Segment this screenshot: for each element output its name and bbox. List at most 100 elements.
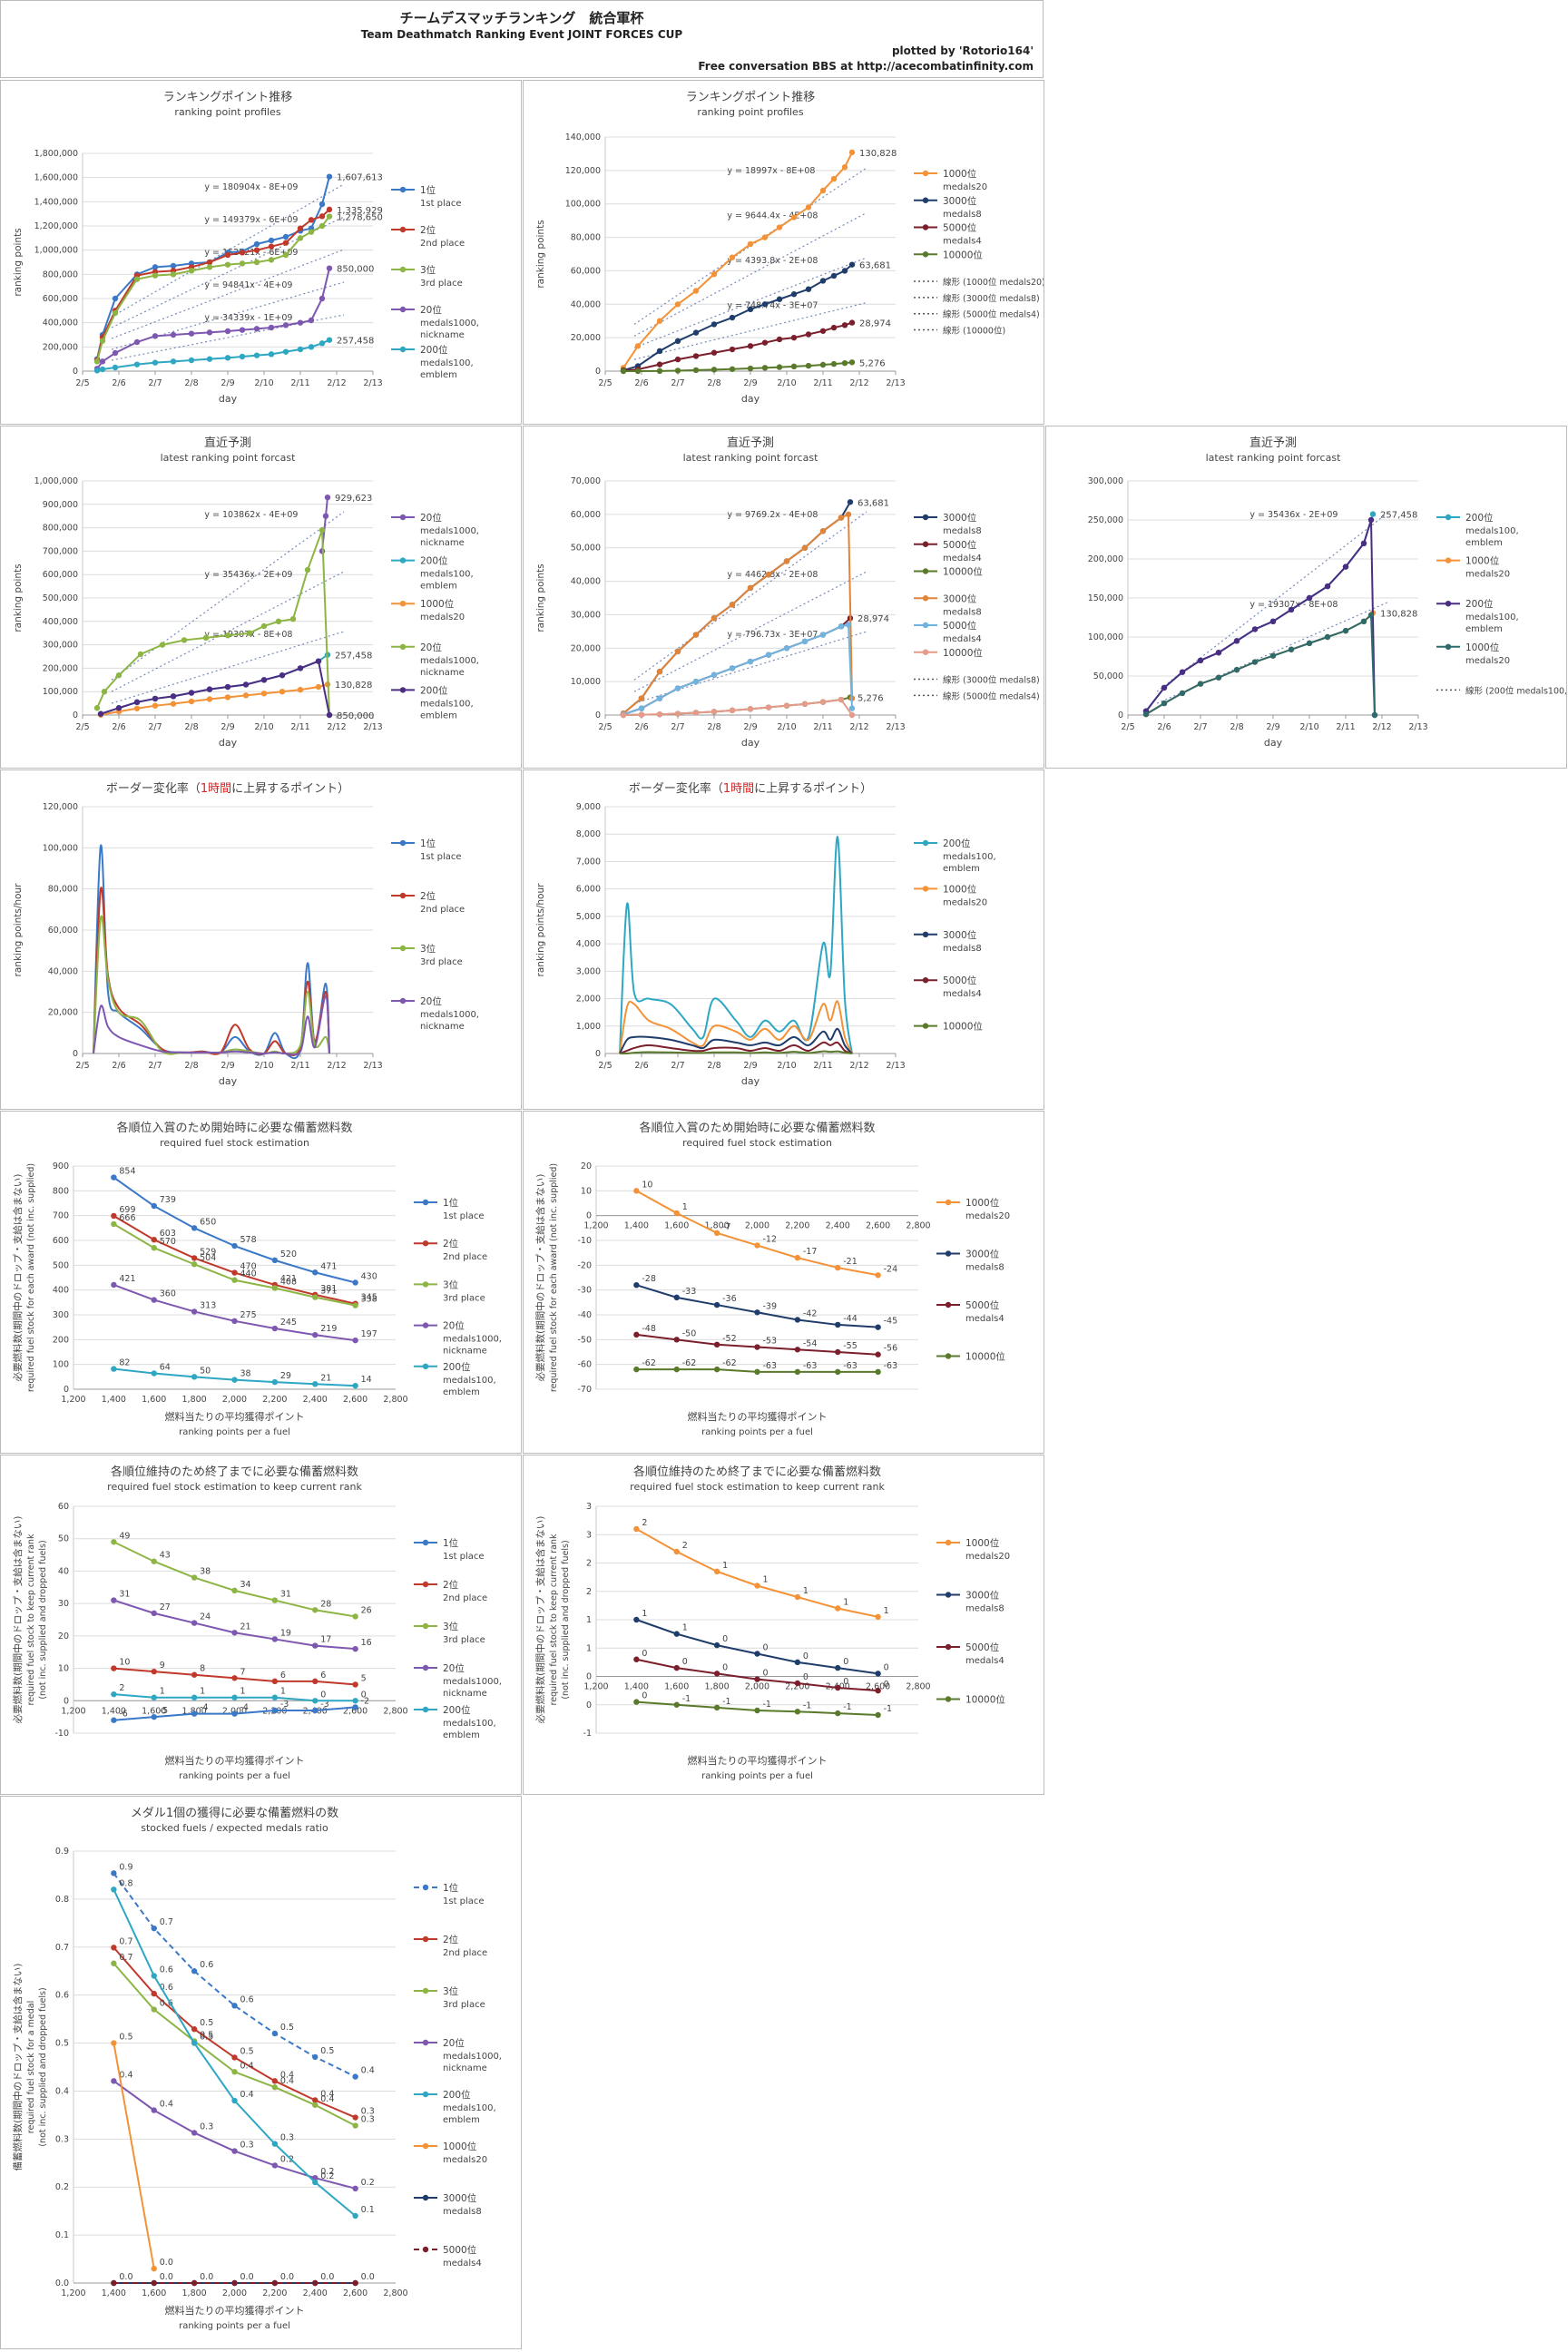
chart-title: ランキングポイント推移: [163, 91, 293, 104]
data-label: 6: [320, 1671, 326, 1681]
data-point: [790, 214, 798, 220]
x-tick-label: 1,200: [61, 1706, 85, 1716]
data-point: [656, 318, 663, 324]
legend-label: 5000位: [965, 1299, 1000, 1311]
x-tick-label: 2/12: [327, 722, 346, 732]
data-label: 16: [361, 1638, 372, 1648]
y-axis-title: 備蓄燃料数(期間中のドロップ・支給は含まない): [12, 1964, 24, 2171]
y-tick-label: 400,000: [43, 617, 78, 627]
data-label: 0: [884, 1662, 889, 1672]
data-point: [794, 1347, 801, 1353]
legend-label: 3000位: [965, 1249, 1000, 1260]
series-line: [113, 1541, 356, 1618]
y-tick-label: 120,000: [565, 166, 601, 176]
data-point: [206, 264, 213, 270]
data-point: [304, 566, 311, 573]
legend-marker: [922, 595, 929, 602]
legend-label-sub: 1st place: [443, 1896, 485, 1906]
data-point: [99, 358, 106, 365]
chart-subtitle: required fuel stock estimation: [160, 1137, 309, 1149]
data-point: [848, 359, 856, 366]
data-label: 408: [280, 1277, 297, 1287]
y-tick-label: 3: [586, 1530, 592, 1540]
legend-label: 200位: [1465, 512, 1494, 524]
legend-label: 1000位: [443, 2141, 477, 2152]
data-point: [352, 2279, 358, 2287]
chart-panel-2: ランキングポイント推移 ranking point profiles 0 20,000…: [523, 80, 1044, 425]
data-point: [1233, 638, 1240, 644]
data-point: [713, 1341, 720, 1348]
legend-label: 線形 (3000位 medals8): [943, 675, 1040, 686]
x-tick-label: 2/6: [634, 722, 648, 732]
legend-label-sub: medals1000,: [443, 1677, 502, 1687]
y-axis-title: ranking points/hour: [13, 883, 24, 977]
data-point: [239, 327, 246, 333]
data-point: [1142, 710, 1150, 718]
data-point: [819, 528, 827, 534]
data-point: [1288, 606, 1295, 613]
data-point: [761, 365, 769, 371]
data-point: [1367, 612, 1375, 619]
data-point: [713, 1704, 720, 1711]
data-point: [838, 696, 845, 703]
legend-label: 200位: [443, 2089, 471, 2101]
data-point: [673, 1631, 680, 1637]
y-tick-label: 0.8: [55, 1895, 69, 1905]
data-point: [1161, 700, 1168, 707]
data-point: [692, 367, 700, 374]
y-tick-label: 40,000: [571, 299, 601, 309]
data-point: [794, 1680, 801, 1687]
data-point: [710, 709, 718, 715]
chart-title-highlight: 1時間: [201, 782, 231, 796]
legend-label: 200位: [1465, 598, 1494, 610]
data-point: [151, 2279, 157, 2287]
data-point: [1324, 633, 1331, 641]
data-point: [170, 701, 177, 707]
data-point: [111, 1212, 117, 1220]
data-label: 360: [160, 1289, 176, 1299]
y-tick-label: 30,000: [571, 610, 601, 620]
chart-panel-8: 各順位入賞のため開始時に必要な備蓄燃料数 required fuel stock …: [0, 1111, 522, 1454]
trendline: [633, 571, 867, 692]
data-point: [729, 346, 736, 353]
x-tick-label: 2,800: [906, 1682, 930, 1692]
data-point: [673, 1210, 680, 1217]
series-line: [622, 321, 853, 372]
legend-label-sub: nickname: [420, 668, 465, 678]
data-point: [747, 240, 754, 248]
series-line: [93, 915, 330, 1055]
legend-label: 1000位: [943, 168, 977, 180]
data-point: [312, 2279, 318, 2287]
x-tick-label: 1,800: [182, 2288, 207, 2298]
x-tick-label: 2/6: [112, 1061, 125, 1071]
series-line: [113, 1888, 357, 2217]
legend-label: 20位: [443, 1320, 465, 1332]
legend-label: 20位: [420, 642, 442, 653]
x-tick-label: 2/8: [184, 378, 198, 388]
data-label: 0: [642, 1649, 647, 1659]
data-point: [271, 2078, 279, 2084]
legend-marker: [922, 224, 929, 230]
data-point: [239, 260, 246, 267]
data-point: [170, 358, 177, 365]
x-tick-label: 2/13: [886, 1061, 905, 1071]
data-point: [754, 1368, 760, 1376]
data-label: 24: [200, 1612, 211, 1622]
x-tick-label: 1,200: [61, 2288, 85, 2298]
data-point: [170, 262, 177, 270]
chart-fuel-start-lower: 各順位入賞のため開始時に必要な備蓄燃料数 required fuel stock …: [534, 1121, 1010, 1437]
data-point: [352, 2212, 358, 2220]
data-point: [633, 1188, 640, 1194]
chart-fuel-per-medal: メダル1個の獲得に必要な備蓄燃料の数 stocked fuels / expect…: [12, 1806, 502, 2331]
data-label: 0.4: [240, 2061, 254, 2071]
data-label: -12: [763, 1234, 778, 1244]
data-label: 345: [361, 1293, 377, 1303]
x-tick-label: 1,600: [142, 1395, 166, 1405]
data-point: [151, 1990, 157, 1997]
x-tick-label: 2/9: [1266, 722, 1279, 732]
data-label: 0.2: [361, 2178, 375, 2188]
legend-marker: [922, 541, 929, 547]
data-label: 0: [642, 1691, 647, 1701]
data-point: [761, 234, 769, 240]
legend-label-sub: medals1000,: [420, 318, 479, 328]
